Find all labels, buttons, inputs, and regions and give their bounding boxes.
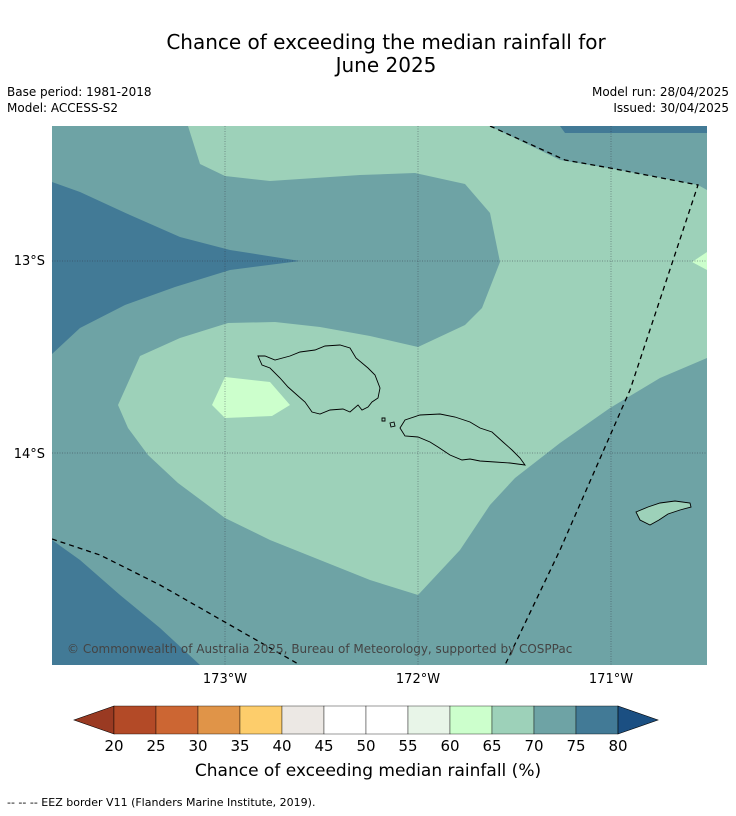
island-manono bbox=[381, 417, 386, 422]
footer-note: -- -- -- EEZ border V11 (Flanders Marine… bbox=[7, 796, 316, 809]
lon-label-173: 173°W bbox=[203, 672, 247, 687]
title-line-1: Chance of exceeding the median rainfall … bbox=[166, 30, 606, 54]
colorbar-extend-high bbox=[617, 705, 659, 735]
colorbar-tick-20: 20 bbox=[104, 737, 123, 755]
colorbar-bin-55-60 bbox=[407, 705, 451, 735]
copyright-text: © Commonwealth of Australia 2025, Bureau… bbox=[67, 642, 572, 656]
lon-label-171: 171°W bbox=[589, 672, 633, 687]
eez-border bbox=[52, 126, 699, 665]
colorbar-tick-40: 40 bbox=[272, 737, 291, 755]
zone-75-80-southwest bbox=[52, 540, 200, 665]
island-upolu bbox=[399, 413, 526, 466]
issued-date: Issued: 30/04/2025 bbox=[613, 101, 729, 115]
colorbar-tick-50: 50 bbox=[356, 737, 375, 755]
lon-label-172: 172°W bbox=[396, 672, 440, 687]
meta-left: Base period: 1981-2018 Model: ACCESS-S2 bbox=[7, 84, 152, 116]
colorbar-bin-60-65 bbox=[449, 705, 493, 735]
zone-60-65-west bbox=[212, 377, 290, 418]
colorbar-bin-70-75 bbox=[533, 705, 577, 735]
zone-75-80-north bbox=[560, 126, 707, 133]
lat-label-14: 14°S bbox=[14, 447, 45, 462]
colorbar: 20 25 30 35 40 45 50 55 60 65 70 75 80 bbox=[73, 705, 659, 755]
map-area bbox=[52, 126, 707, 665]
colorbar-tick-45: 45 bbox=[314, 737, 333, 755]
colorbar-extend-low bbox=[73, 705, 115, 735]
colorbar-bin-40-45 bbox=[281, 705, 325, 735]
colorbar-tick-80: 80 bbox=[608, 737, 627, 755]
colorbar-bin-50-55 bbox=[365, 705, 409, 735]
colorbar-bin-35-40 bbox=[239, 705, 283, 735]
eez-border-south bbox=[52, 538, 301, 665]
meta-right: Model run: 28/04/2025 Issued: 30/04/2025 bbox=[592, 84, 729, 116]
zone-65-70 bbox=[118, 126, 707, 595]
graticule bbox=[52, 126, 707, 665]
axis-labels: 13°S 14°S 173°W 172°W 171°W bbox=[14, 254, 634, 687]
colorbar-bin-65-70 bbox=[491, 705, 535, 735]
island-savaii bbox=[257, 344, 381, 415]
colorbar-bin-20-25 bbox=[113, 705, 157, 735]
colorbar-tick-35: 35 bbox=[230, 737, 249, 755]
lat-label-13: 13°S bbox=[14, 254, 45, 269]
island-apolima bbox=[389, 421, 396, 428]
colorbar-tick-65: 65 bbox=[482, 737, 501, 755]
island-tutuila bbox=[635, 500, 692, 526]
islands bbox=[257, 344, 692, 526]
colorbar-tick-30: 30 bbox=[188, 737, 207, 755]
colorbar-label: Chance of exceeding median rainfall (%) bbox=[194, 761, 542, 781]
zone-75-80-west bbox=[52, 182, 300, 354]
model-run: Model run: 28/04/2025 bbox=[591, 85, 729, 99]
model-name: Model: ACCESS-S2 bbox=[7, 101, 119, 115]
title-line-2: June 2025 bbox=[335, 53, 437, 77]
colorbar-tick-70: 70 bbox=[524, 737, 543, 755]
colorbar-bin-45-50 bbox=[323, 705, 367, 735]
colorbar-tick-60: 60 bbox=[440, 737, 459, 755]
colorbar-bin-30-35 bbox=[197, 705, 241, 735]
colorbar-tick-25: 25 bbox=[146, 737, 165, 755]
chart-title: Chance of exceeding the median rainfall … bbox=[0, 31, 736, 77]
colorbar-bin-75-80 bbox=[575, 705, 619, 735]
colorbar-tick-75: 75 bbox=[566, 737, 585, 755]
colorbar-tick-55: 55 bbox=[398, 737, 417, 755]
base-period: Base period: 1981-2018 bbox=[7, 85, 152, 99]
eez-border-east bbox=[489, 126, 699, 665]
colorbar-bin-25-30 bbox=[155, 705, 199, 735]
